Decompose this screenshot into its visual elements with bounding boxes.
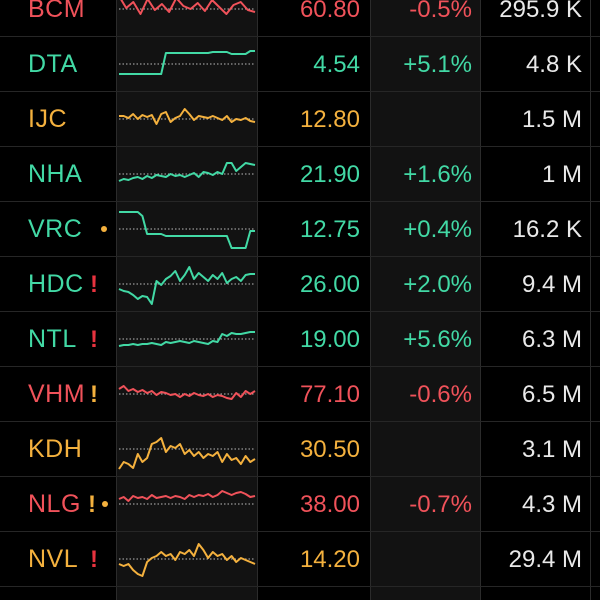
price-value: 12.80 xyxy=(299,106,360,133)
status-dot-icon xyxy=(101,226,107,232)
ticker-symbol: BCM xyxy=(28,0,86,23)
volume-value: 16.2 K xyxy=(512,216,582,243)
sparkline-chart[interactable] xyxy=(117,94,257,144)
stock-row[interactable]: VHM! 77.10 -0.6% 6.5 M xyxy=(0,367,600,422)
sparkline-chart[interactable] xyxy=(117,534,257,584)
price-value: 30.50 xyxy=(299,436,360,463)
badges xyxy=(86,92,112,147)
badges: ! xyxy=(86,312,112,367)
ticker-symbol: KDH xyxy=(28,435,83,463)
warning-icon: ! xyxy=(90,326,98,353)
stock-row[interactable]: NHA 21.90 +1.6% 1 M xyxy=(0,147,600,202)
sparkline-series xyxy=(118,266,255,305)
warning-icon: ! xyxy=(90,381,98,408)
change-percent: +0.4% xyxy=(403,216,472,243)
volume-value: 4.8 K xyxy=(525,51,582,78)
ticker-symbol: NTL xyxy=(28,325,77,353)
sparkline-series xyxy=(119,108,256,125)
price-value: 12.75 xyxy=(299,216,360,243)
stock-row[interactable]: NTL! 19.00 +5.6% 6.3 M xyxy=(0,312,600,367)
price-value: 19.00 xyxy=(299,326,360,353)
warning-icon: ! xyxy=(90,271,98,298)
change-percent: -0.5% xyxy=(409,0,472,23)
stock-row[interactable]: HDC! 26.00 +2.0% 9.4 M xyxy=(0,257,600,312)
change-percent: +5.6% xyxy=(403,326,472,353)
badges: ! xyxy=(86,257,112,312)
change-percent: +2.0% xyxy=(403,271,472,298)
sparkline-chart[interactable] xyxy=(117,369,257,419)
ticker-symbol: VRC xyxy=(28,215,83,243)
ticker-symbol: IJC xyxy=(28,105,67,133)
sparkline-series xyxy=(118,162,256,182)
sparkline-chart[interactable] xyxy=(117,479,257,529)
change-percent: +1.6% xyxy=(403,161,472,188)
sparkline-series xyxy=(119,50,255,75)
sparkline-series xyxy=(118,385,256,400)
sparkline-series xyxy=(118,490,256,502)
status-dot-icon xyxy=(102,501,108,507)
ticker-symbol: DTA xyxy=(28,50,78,78)
stock-row[interactable]: DTA 4.54 +5.1% 4.8 K xyxy=(0,37,600,92)
price-value: 14.20 xyxy=(299,546,360,573)
ticker-symbol: VHM xyxy=(28,380,86,408)
stock-row[interactable]: VRC 12.75 +0.4% 16.2 K xyxy=(0,202,600,257)
price-value: 4.54 xyxy=(313,51,360,78)
ticker-symbol: HDC xyxy=(28,270,84,298)
divider-change xyxy=(480,0,481,600)
sparkline-series xyxy=(118,331,255,347)
stock-row[interactable]: BCM 60.80 -0.5% 295.9 K xyxy=(0,0,600,37)
badges xyxy=(86,147,112,202)
badges xyxy=(86,422,112,477)
price-value: 60.80 xyxy=(299,0,360,23)
sparkline-series xyxy=(119,211,255,249)
sparkline-chart[interactable] xyxy=(117,204,257,254)
change-percent: -0.7% xyxy=(409,491,472,518)
change-percent: +5.1% xyxy=(403,51,472,78)
badges xyxy=(86,37,112,92)
volume-value: 29.4 M xyxy=(508,546,582,573)
price-value: 38.00 xyxy=(299,491,360,518)
sparkline-chart[interactable] xyxy=(117,259,257,309)
price-value: 21.90 xyxy=(299,161,360,188)
volume-value: 295.9 K xyxy=(499,0,582,23)
volume-value: 6.5 M xyxy=(521,381,582,408)
sparkline-series xyxy=(118,543,256,577)
sparkline-series xyxy=(120,0,256,15)
badges: ! xyxy=(86,477,112,532)
stock-row[interactable]: IJC 12.80 1.5 M xyxy=(0,92,600,147)
volume-value: 9.4 M xyxy=(521,271,582,298)
ticker-symbol: NVL xyxy=(28,545,79,573)
volume-value: 4.3 M xyxy=(521,491,582,518)
volume-value: 1 M xyxy=(541,161,582,188)
sparkline-chart[interactable] xyxy=(117,39,257,89)
warning-icon: ! xyxy=(90,546,98,573)
ticker-symbol: NHA xyxy=(28,160,83,188)
volume-value: 6.3 M xyxy=(521,326,582,353)
badges xyxy=(86,0,112,37)
badges xyxy=(86,202,112,257)
stock-row[interactable]: NLG! 38.00 -0.7% 4.3 M xyxy=(0,477,600,532)
sparkline-chart[interactable] xyxy=(117,149,257,199)
divider-ticker xyxy=(116,0,117,600)
sparkline-chart[interactable] xyxy=(117,314,257,364)
stock-row[interactable]: KDH 30.50 3.1 M xyxy=(0,422,600,477)
warning-icon: ! xyxy=(88,491,96,518)
sparkline-chart[interactable] xyxy=(117,424,257,474)
price-value: 77.10 xyxy=(299,381,360,408)
badges: ! xyxy=(86,367,112,422)
volume-value: 1.5 M xyxy=(521,106,582,133)
divider-price xyxy=(370,0,371,600)
badges: ! xyxy=(86,532,112,587)
change-percent: -0.6% xyxy=(409,381,472,408)
divider-spark xyxy=(257,0,258,600)
price-value: 26.00 xyxy=(299,271,360,298)
sparkline-chart[interactable] xyxy=(117,0,257,34)
stock-row[interactable]: NVL! 14.20 29.4 M xyxy=(0,532,600,587)
divider-volume xyxy=(590,0,591,600)
volume-value: 3.1 M xyxy=(521,436,582,463)
sparkline-series xyxy=(118,437,256,470)
ticker-symbol: NLG xyxy=(28,490,81,518)
sparkline-column-bg xyxy=(117,0,257,600)
change-column-bg xyxy=(370,0,480,600)
